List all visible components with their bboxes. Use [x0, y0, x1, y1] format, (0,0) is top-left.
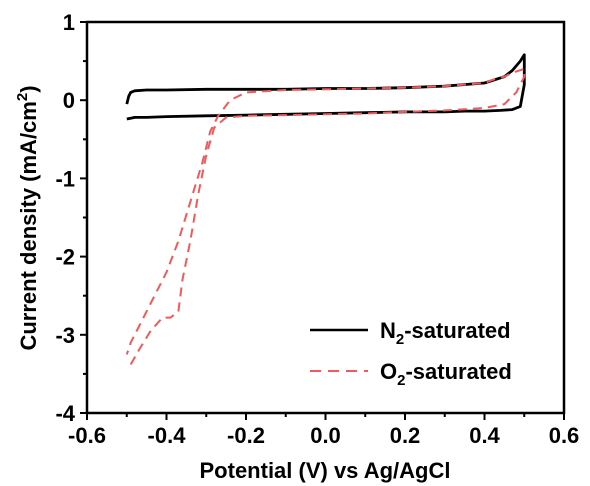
y-axis-title-tail: ): [16, 85, 41, 92]
y-tick-label: -2: [55, 245, 75, 270]
x-tick-label: -0.6: [68, 423, 106, 448]
x-tick-label: 0.0: [310, 423, 341, 448]
x-tick-label: 0.4: [469, 423, 500, 448]
legend-label-n2-main: N: [380, 318, 396, 343]
y-axis-title: Current density (mA/cm2): [14, 85, 41, 350]
x-tick-label: 0.6: [549, 423, 580, 448]
legend-label-o2-main: O: [380, 359, 397, 384]
x-axis-title: Potential (V) vs Ag/AgCl: [200, 458, 451, 483]
ticks-layer: -0.6 -0.4 -0.2 0.0 0.2 0.4 0.6 -4 -3 -2 -1 0 1: [55, 10, 579, 448]
legend-label-o2: O2-saturated: [380, 359, 512, 389]
series-layer: [125, 53, 526, 365]
y-axis-title-sup: 2: [14, 93, 31, 101]
y-tick-label: 1: [63, 10, 75, 35]
legend-label-n2-sub: 2: [396, 331, 404, 348]
legend: N2-saturated O2-saturated: [310, 318, 512, 389]
x-tick-label: -0.2: [227, 423, 265, 448]
legend-label-o2-tail: -saturated: [405, 359, 511, 384]
y-tick-label: -4: [55, 401, 75, 426]
x-tick-label: -0.4: [148, 423, 187, 448]
y-tick-label: -1: [55, 166, 75, 191]
y-tick-label: -3: [55, 323, 75, 348]
legend-label-o2-sub: 2: [397, 372, 405, 389]
legend-label-n2-tail: -saturated: [404, 318, 510, 343]
y-tick-label: 0: [63, 88, 75, 113]
legend-label-n2: N2-saturated: [380, 318, 511, 348]
y-axis-title-main: Current density (mA/cm: [16, 101, 41, 350]
x-tick-label: 0.2: [390, 423, 421, 448]
series-n2-saturated: [125, 53, 526, 121]
series-o2-saturated: [125, 67, 526, 365]
